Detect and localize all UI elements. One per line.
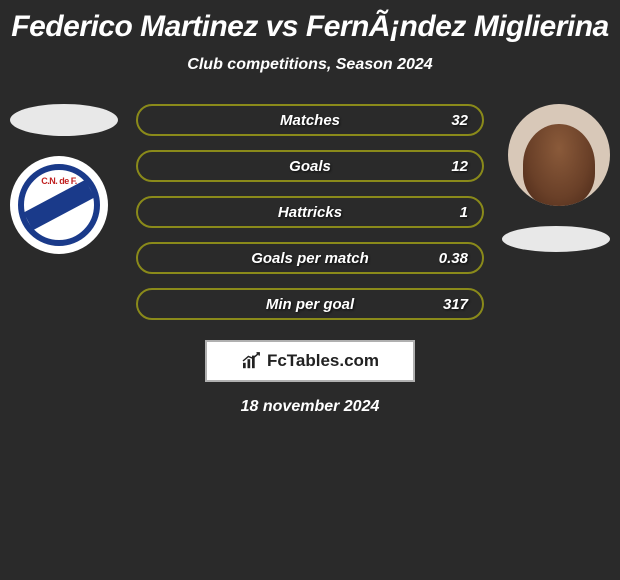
stat-label: Goals per match <box>138 250 482 267</box>
stat-row: Hattricks1 <box>136 196 484 228</box>
avatar-silhouette <box>523 124 594 206</box>
footer-date: 18 november 2024 <box>0 398 620 416</box>
stat-label: Min per goal <box>138 296 482 313</box>
club-badge-text: C.N. de F. <box>41 176 77 186</box>
club-badge-ring: C.N. de F. <box>18 164 100 246</box>
chart-icon <box>241 352 263 370</box>
page-subtitle: Club competitions, Season 2024 <box>0 56 620 74</box>
left-player-column: C.N. de F. <box>8 104 128 254</box>
left-player-photo-placeholder <box>10 104 118 136</box>
stat-value-right: 32 <box>451 112 468 129</box>
stat-value-right: 12 <box>451 158 468 175</box>
stat-value-right: 1 <box>460 204 468 221</box>
stat-row: Goals12 <box>136 150 484 182</box>
brand-logo: FcTables.com <box>205 340 415 382</box>
comparison-card: Federico Martinez vs FernÃ¡ndez Miglieri… <box>0 0 620 416</box>
right-club-badge-placeholder <box>502 226 610 252</box>
stats-column: Matches32 Goals12 Hattricks1 Goals per matc… <box>128 104 492 320</box>
stat-row: Min per goal317 <box>136 288 484 320</box>
right-player-photo <box>508 104 610 206</box>
stat-row: Goals per match0.38 <box>136 242 484 274</box>
right-player-column <box>492 104 612 252</box>
stat-row: Matches32 <box>136 104 484 136</box>
brand-text: FcTables.com <box>267 351 379 371</box>
stat-label: Goals <box>138 158 482 175</box>
stat-label: Hattricks <box>138 204 482 221</box>
left-club-badge: C.N. de F. <box>10 156 108 254</box>
club-badge-stripe <box>23 180 94 230</box>
main-row: C.N. de F. Matches32 Goals12 Hattricks1 Goa… <box>0 104 620 320</box>
stat-label: Matches <box>138 112 482 129</box>
stat-value-right: 317 <box>443 296 468 313</box>
page-title: Federico Martinez vs FernÃ¡ndez Miglieri… <box>0 10 620 44</box>
stat-value-right: 0.38 <box>439 250 468 267</box>
